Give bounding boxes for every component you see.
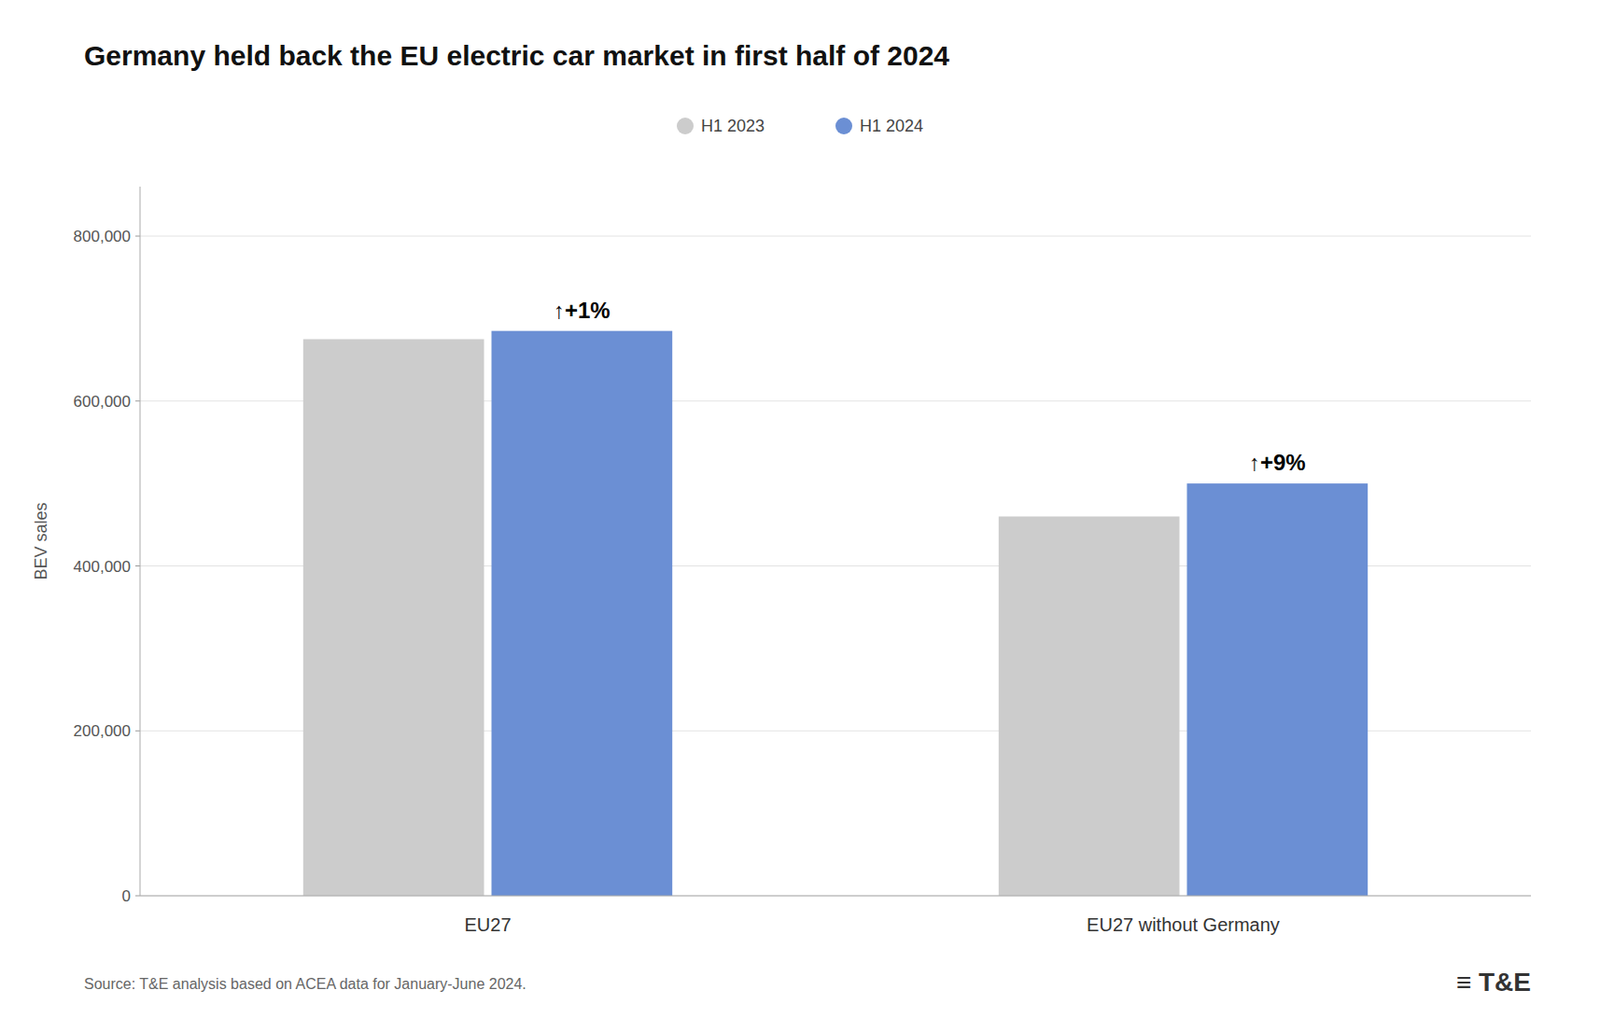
grid-line [140, 236, 1531, 238]
legend-label: H1 2023 [701, 116, 765, 136]
annotation: ↑+9% [1249, 449, 1306, 476]
y-tick-label: 600,000 [73, 392, 131, 411]
bar [303, 338, 485, 897]
legend: H1 2023 H1 2024 [676, 116, 924, 136]
grid [140, 236, 1531, 897]
y-axis-label: BEV sales [31, 502, 51, 580]
y-tick [135, 236, 141, 238]
x-axis-line [140, 896, 1531, 898]
y-tick [135, 400, 141, 402]
y-tick-label: 0 [122, 887, 131, 906]
y-tick [135, 730, 141, 732]
title: Germany held back the EU electric car ma… [84, 40, 950, 71]
chart-svg: Germany held back the EU electric car ma… [0, 0, 1600, 1032]
y-tick-label: 400,000 [73, 558, 131, 576]
legend-label: H1 2024 [859, 116, 924, 136]
y-axis-line [140, 186, 141, 897]
annotations: ↑+1% ↑+9% [553, 297, 1306, 476]
x-tick-label: EU27 without Germany [1086, 914, 1280, 936]
legend-swatch [835, 117, 853, 135]
background [0, 0, 1600, 1032]
source-note: Source: T&E analysis based on ACEA data … [84, 976, 527, 993]
y-tick-label: 800,000 [73, 227, 131, 246]
x-tick-label: EU27 [463, 914, 511, 936]
bar [491, 331, 674, 897]
annotation: ↑+1% [553, 297, 611, 323]
x-ticks: EU27 EU27 without Germany [463, 914, 1279, 936]
y-tick [135, 896, 141, 898]
y-ticks: 0 200,000 400,000 600,000 800,000 [73, 227, 141, 906]
bar [998, 516, 1180, 897]
logo: ≡ T&E [1456, 968, 1531, 997]
legend-swatch [676, 117, 694, 135]
bars [303, 331, 1368, 897]
chart-container: Germany held back the EU electric car ma… [0, 0, 1600, 1032]
grid-line [140, 896, 1531, 898]
y-tick [135, 565, 141, 567]
bar [1187, 483, 1369, 897]
y-tick-label: 200,000 [73, 722, 131, 741]
